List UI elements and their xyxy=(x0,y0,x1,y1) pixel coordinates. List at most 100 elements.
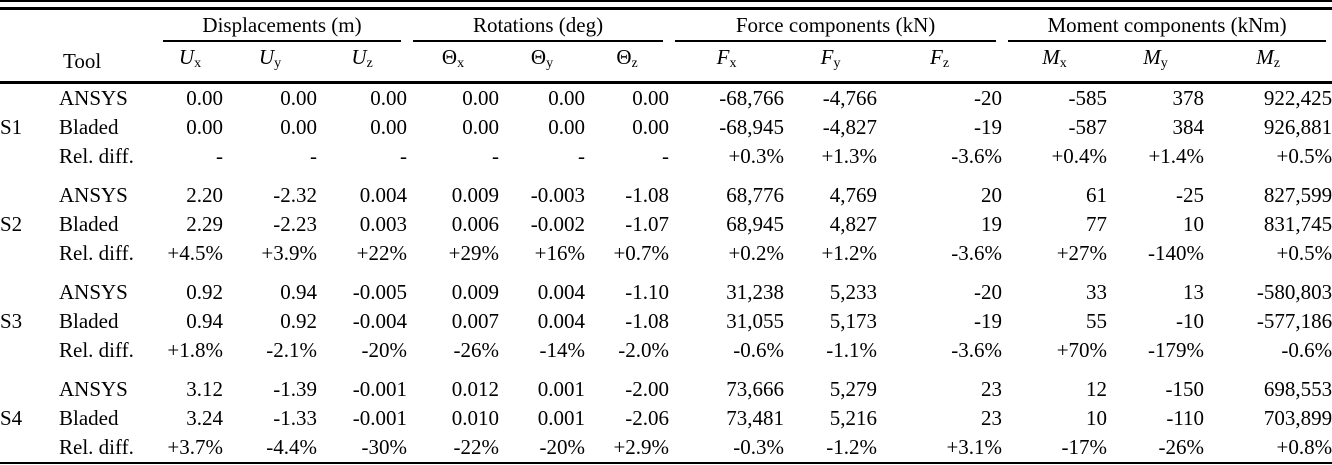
symbol-subscript: y xyxy=(833,56,841,71)
value-cell: 378 xyxy=(1172,86,1205,110)
value-cell: -26% xyxy=(453,338,500,362)
value-cell: -20% xyxy=(361,338,408,362)
value-cell: +16% xyxy=(534,241,586,265)
symbol-base: M xyxy=(1256,45,1274,69)
value-cell: 0.010 xyxy=(451,406,500,430)
section-label: S4 xyxy=(0,406,23,430)
spacer-cell xyxy=(0,268,1332,278)
value-cell: -0.001 xyxy=(352,377,408,401)
value-cell: +0.5% xyxy=(1276,144,1332,168)
group-label: Force components (kN) xyxy=(675,12,997,42)
symbol-subscript: y xyxy=(546,56,554,71)
value-cell: 77 xyxy=(1086,212,1108,236)
col-header-theta-z: Θz xyxy=(585,42,670,84)
value-cell: 4,769 xyxy=(829,183,878,207)
section-label xyxy=(0,336,59,365)
table-row-s2-rel-diff: Rel. diff. +4.5% +3.9% +22% +29% +16% +0.7% +0.… xyxy=(0,239,1332,268)
header-spacer xyxy=(0,9,157,43)
table-row-s2-ansys: ANSYS 2.20 -2.32 0.004 0.009 -0.003 -1.08 68,77… xyxy=(0,181,1332,210)
tool-cell: Bladed xyxy=(59,115,119,139)
value-cell: 73,481 xyxy=(726,406,785,430)
value-cell: 827,599 xyxy=(1263,183,1332,207)
value-cell: 31,055 xyxy=(726,309,785,333)
section-label xyxy=(0,142,59,171)
value-cell: 73,666 xyxy=(726,377,785,401)
symbol-base: Θ xyxy=(530,45,547,69)
value-cell: -580,803 xyxy=(1256,280,1332,304)
value-cell: -68,766 xyxy=(719,86,785,110)
symbol-base: U xyxy=(178,45,195,69)
value-cell: -3.6% xyxy=(951,241,1003,265)
value-cell: 5,279 xyxy=(829,377,878,401)
symbol-subscript: z xyxy=(631,56,638,71)
value-cell: -2.0% xyxy=(618,338,670,362)
value-cell: -0.002 xyxy=(530,212,586,236)
value-cell: 0.00 xyxy=(632,86,670,110)
symbol-base: Θ xyxy=(616,45,632,69)
value-cell: -0.6% xyxy=(1281,338,1332,362)
value-cell: -1.1% xyxy=(826,338,878,362)
value-cell: -26% xyxy=(1158,435,1205,459)
value-cell: 698,553 xyxy=(1263,377,1332,401)
value-cell: 10 xyxy=(1183,212,1205,236)
value-cell: - xyxy=(310,144,317,168)
value-cell: 5,233 xyxy=(829,280,878,304)
col-header-theta-x: Θx xyxy=(407,42,500,84)
value-cell: 0.00 xyxy=(462,115,500,139)
section-label xyxy=(0,83,59,114)
group-label: Moment components (kNm) xyxy=(1008,12,1327,42)
value-cell: +0.7% xyxy=(613,241,670,265)
value-cell: 922,425 xyxy=(1263,86,1332,110)
value-cell: -150 xyxy=(1165,377,1205,401)
symbol-subscript: x xyxy=(729,56,737,71)
group-header-force-components-kn: Force components (kN) xyxy=(669,9,1002,42)
table-row-s1-rel-diff: Rel. diff. - - - - - - +0.3% +1.3% -3.6% +0.4% +1.4… xyxy=(0,142,1332,171)
value-cell: +4.5% xyxy=(167,241,223,265)
tool-cell: Bladed xyxy=(59,212,119,236)
value-cell: 55 xyxy=(1086,309,1108,333)
symbol-subscript: z xyxy=(942,56,950,71)
value-cell: +1.2% xyxy=(821,241,878,265)
value-cell: 0.00 xyxy=(548,115,586,139)
symbol-base: U xyxy=(351,45,367,69)
value-cell: 23 xyxy=(981,406,1003,430)
tool-cell: Rel. diff. xyxy=(59,144,134,168)
value-cell: 5,216 xyxy=(829,406,878,430)
spacer-cell xyxy=(0,365,1332,375)
value-cell: -14% xyxy=(539,338,586,362)
section-label xyxy=(0,181,59,210)
value-cell: -1.08 xyxy=(625,183,670,207)
section-spacer xyxy=(0,171,1332,181)
col-header-f-y: Fy xyxy=(784,42,878,84)
symbol-base: Θ xyxy=(441,45,458,69)
value-cell: -22% xyxy=(453,435,500,459)
value-cell: 0.003 xyxy=(359,212,408,236)
value-cell: -25 xyxy=(1176,183,1205,207)
value-cell: -2.06 xyxy=(625,406,670,430)
value-cell: 68,945 xyxy=(726,212,785,236)
value-cell: 61 xyxy=(1086,183,1108,207)
col-header-u-y: Uy xyxy=(223,42,317,84)
value-cell: 0.006 xyxy=(451,212,500,236)
value-cell: 0.00 xyxy=(280,86,317,110)
group-header-rotations-deg: Rotations (deg) xyxy=(407,9,669,42)
value-cell: 384 xyxy=(1172,115,1205,139)
value-cell: +0.2% xyxy=(728,241,785,265)
value-cell: 2.29 xyxy=(186,212,223,236)
col-header-u-x: Ux xyxy=(157,42,223,84)
value-cell: 68,776 xyxy=(726,183,785,207)
value-cell: 10 xyxy=(1086,406,1108,430)
value-cell: -2.1% xyxy=(266,338,317,362)
value-cell: -10 xyxy=(1176,309,1205,333)
value-cell: -0.003 xyxy=(530,183,586,207)
value-cell: 0.94 xyxy=(280,280,317,304)
value-cell: -17% xyxy=(1061,435,1108,459)
value-cell: 0.004 xyxy=(537,280,586,304)
symbol-base: M xyxy=(1042,45,1060,69)
value-cell: -1.33 xyxy=(273,406,317,430)
value-cell: -1.08 xyxy=(625,309,670,333)
tool-col-header: Tool xyxy=(59,42,157,84)
section-label: S1 xyxy=(0,115,23,139)
value-cell: 31,238 xyxy=(726,280,785,304)
section-label: S2 xyxy=(0,212,23,236)
